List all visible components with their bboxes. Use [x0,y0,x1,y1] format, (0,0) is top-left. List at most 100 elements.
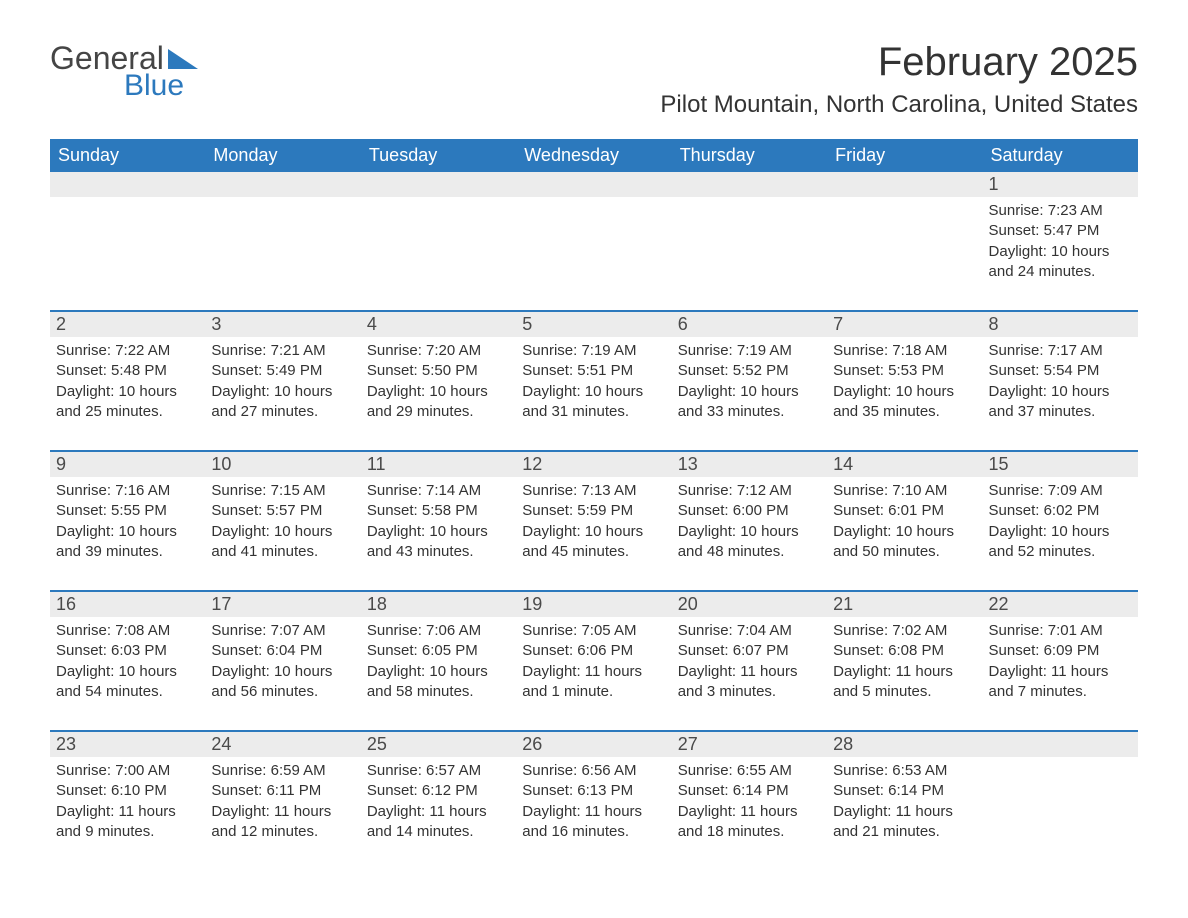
daylight-text: Daylight: 11 hours and 5 minutes. [833,662,976,703]
daylight-text: Daylight: 10 hours and 50 minutes. [833,522,976,563]
day-info: Sunrise: 7:20 AMSunset: 5:50 PMDaylight:… [365,341,512,422]
daylight-text: Daylight: 11 hours and 1 minute. [522,662,665,703]
day-cell: 21 Sunrise: 7:02 AMSunset: 6:08 PMDayligh… [827,591,982,731]
day-cell: 26 Sunrise: 6:56 AMSunset: 6:13 PMDayligh… [516,731,671,870]
day-info: Sunrise: 6:57 AMSunset: 6:12 PMDaylight:… [365,761,512,842]
month-title: February 2025 [660,40,1138,85]
week-row: 2Sunrise: 7:22 AMSunset: 5:48 PMDaylight… [50,311,1138,451]
daylight-text: Daylight: 10 hours and 48 minutes. [678,522,821,563]
day-header: Saturday [983,139,1138,172]
daylight-text: Daylight: 11 hours and 16 minutes. [522,802,665,843]
sunset-text: Sunset: 5:50 PM [367,361,510,381]
day-cell: 1Sunrise: 7:23 AMSunset: 5:47 PMDaylight… [983,172,1138,311]
sunrise-text: Sunrise: 7:19 AM [678,341,821,361]
daylight-text: Daylight: 11 hours and 14 minutes. [367,802,510,843]
day-number [983,732,1138,757]
day-cell: 9Sunrise: 7:16 AMSunset: 5:55 PMDaylight… [50,451,205,591]
sunrise-text: Sunrise: 7:10 AM [833,481,976,501]
day-cell [361,172,516,311]
daylight-text: Daylight: 10 hours and 39 minutes. [56,522,199,563]
title-block: February 2025 Pilot Mountain, North Caro… [660,40,1138,127]
day-info: Sunrise: 7:18 AMSunset: 5:53 PMDaylight:… [831,341,978,422]
day-info: Sunrise: 7:08 AMSunset: 6:03 PMDaylight:… [54,621,201,702]
day-number: 21 [827,592,982,617]
sunset-text: Sunset: 6:11 PM [211,781,354,801]
day-cell: 25Sunrise: 6:57 AMSunset: 6:12 PMDayligh… [361,731,516,870]
sunrise-text: Sunrise: 7:04 AM [678,621,821,641]
day-number: 26 [516,732,671,757]
day-number: 9 [50,452,205,477]
daylight-text: Daylight: 11 hours and 9 minutes. [56,802,199,843]
day-info: Sunrise: 7:04 AMSunset: 6:07 PMDaylight:… [676,621,823,702]
day-number [50,172,205,197]
day-info: Sunrise: 7:23 AMSunset: 5:47 PMDaylight:… [987,201,1134,282]
week-row: 16Sunrise: 7:08 AMSunset: 6:03 PMDayligh… [50,591,1138,731]
day-cell: 4Sunrise: 7:20 AMSunset: 5:50 PMDaylight… [361,311,516,451]
sunrise-text: Sunrise: 7:17 AM [989,341,1132,361]
sunset-text: Sunset: 6:00 PM [678,501,821,521]
day-header-row: SundayMondayTuesdayWednesdayThursdayFrid… [50,139,1138,172]
sunset-text: Sunset: 6:14 PM [678,781,821,801]
sunset-text: Sunset: 6:06 PM [522,641,665,661]
sunrise-text: Sunrise: 7:06 AM [367,621,510,641]
day-info: Sunrise: 6:53 AMSunset: 6:14 PMDaylight:… [831,761,978,842]
day-cell: 5Sunrise: 7:19 AMSunset: 5:51 PMDaylight… [516,311,671,451]
day-cell: 16 Sunrise: 7:08 AMSunset: 6:03 PMDayligh… [50,591,205,731]
day-number [516,172,671,197]
sunrise-text: Sunrise: 7:23 AM [989,201,1132,221]
sunrise-text: Sunrise: 7:16 AM [56,481,199,501]
day-info: Sunrise: 6:56 AMSunset: 6:13 PMDaylight:… [520,761,667,842]
sunrise-text: Sunrise: 6:56 AM [522,761,665,781]
day-number: 14 [827,452,982,477]
day-number: 22 [983,592,1138,617]
day-cell: 11Sunrise: 7:14 AMSunset: 5:58 PMDayligh… [361,451,516,591]
day-number: 10 [205,452,360,477]
sunrise-text: Sunrise: 7:13 AM [522,481,665,501]
day-info: Sunrise: 6:59 AMSunset: 6:11 PMDaylight:… [209,761,356,842]
sunrise-text: Sunrise: 7:19 AM [522,341,665,361]
sunset-text: Sunset: 6:09 PM [989,641,1132,661]
day-cell: 3Sunrise: 7:21 AMSunset: 5:49 PMDaylight… [205,311,360,451]
daylight-text: Daylight: 11 hours and 21 minutes. [833,802,976,843]
sunset-text: Sunset: 6:13 PM [522,781,665,801]
day-header: Sunday [50,139,205,172]
day-info: Sunrise: 7:19 AMSunset: 5:52 PMDaylight:… [676,341,823,422]
sunset-text: Sunset: 5:48 PM [56,361,199,381]
day-info: Sunrise: 7:21 AMSunset: 5:49 PMDaylight:… [209,341,356,422]
day-cell [672,172,827,311]
sunset-text: Sunset: 6:05 PM [367,641,510,661]
sunset-text: Sunset: 5:52 PM [678,361,821,381]
day-info: Sunrise: 7:10 AMSunset: 6:01 PMDaylight:… [831,481,978,562]
day-info: Sunrise: 6:55 AMSunset: 6:14 PMDaylight:… [676,761,823,842]
sunset-text: Sunset: 5:51 PM [522,361,665,381]
day-number: 27 [672,732,827,757]
logo-flag-icon [168,49,198,69]
daylight-text: Daylight: 10 hours and 45 minutes. [522,522,665,563]
logo-word-2: Blue [124,69,198,103]
day-number [827,172,982,197]
day-number: 24 [205,732,360,757]
day-info: Sunrise: 7:02 AMSunset: 6:08 PMDaylight:… [831,621,978,702]
day-cell: 10Sunrise: 7:15 AMSunset: 5:57 PMDayligh… [205,451,360,591]
sunset-text: Sunset: 5:57 PM [211,501,354,521]
sunrise-text: Sunrise: 7:01 AM [989,621,1132,641]
day-number [672,172,827,197]
day-number: 13 [672,452,827,477]
day-cell: 19 Sunrise: 7:05 AMSunset: 6:06 PMDayligh… [516,591,671,731]
daylight-text: Daylight: 10 hours and 29 minutes. [367,382,510,423]
sunset-text: Sunset: 6:02 PM [989,501,1132,521]
day-number: 16 [50,592,205,617]
sunset-text: Sunset: 6:14 PM [833,781,976,801]
sunset-text: Sunset: 5:53 PM [833,361,976,381]
day-number: 28 [827,732,982,757]
sunrise-text: Sunrise: 7:02 AM [833,621,976,641]
day-info: Sunrise: 7:22 AMSunset: 5:48 PMDaylight:… [54,341,201,422]
day-cell: 14 Sunrise: 7:10 AMSunset: 6:01 PMDayligh… [827,451,982,591]
sunset-text: Sunset: 6:03 PM [56,641,199,661]
day-number: 19 [516,592,671,617]
sunset-text: Sunset: 5:59 PM [522,501,665,521]
sunset-text: Sunset: 6:12 PM [367,781,510,801]
day-info: Sunrise: 7:05 AMSunset: 6:06 PMDaylight:… [520,621,667,702]
sunrise-text: Sunrise: 7:08 AM [56,621,199,641]
day-header: Thursday [672,139,827,172]
